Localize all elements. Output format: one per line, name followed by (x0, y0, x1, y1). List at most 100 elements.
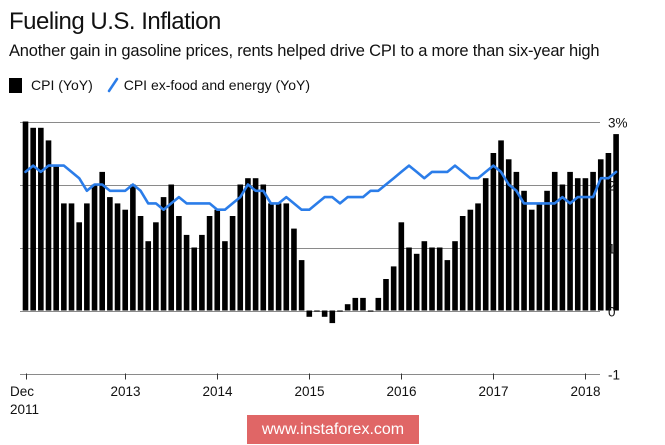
cpi-bar (574, 178, 581, 311)
cpi-bar (214, 209, 221, 311)
cpi-bar (237, 184, 244, 311)
cpi-bar (421, 241, 428, 311)
y-tick-label: 3% (608, 116, 628, 131)
cpi-bar (114, 203, 121, 311)
cpi-bar (84, 203, 90, 311)
cpi-bar (168, 184, 175, 311)
legend-label-cpi: CPI (YoY) (31, 77, 93, 93)
cpi-bar (452, 241, 458, 311)
cpi-bar (22, 121, 29, 311)
cpi-bar (360, 297, 366, 311)
cpi-bar (329, 310, 336, 324)
x-tick-label: 2017 (478, 384, 508, 399)
x-tick-label: Dec (10, 384, 34, 399)
y-tick-label: 1 (608, 242, 616, 257)
cpi-bar (91, 184, 98, 311)
cpi-bar (176, 216, 182, 311)
cpi-bar (314, 310, 320, 312)
y-tick-label: 2 (608, 179, 616, 194)
cpi-bar (99, 171, 105, 311)
cpi-bar (505, 159, 512, 311)
x-tick-label: 2016 (386, 384, 416, 399)
legend-line-swatch-icon (107, 77, 118, 93)
cpi-bar (582, 178, 589, 311)
x-tick-label: 2014 (202, 384, 233, 399)
cpi-bar (513, 171, 520, 311)
cpi-bar (544, 190, 550, 311)
cpi-bar (352, 297, 359, 311)
cpi-bar (252, 178, 259, 311)
core-cpi-line (24, 164, 618, 211)
cpi-bar (551, 171, 558, 311)
cpi-bar (383, 279, 389, 311)
cpi-bar (429, 247, 435, 311)
chart-title: Fueling U.S. Inflation (9, 8, 221, 35)
cpi-bar (30, 127, 36, 311)
legend: CPI (YoY) CPI ex-food and energy (YoY) (9, 77, 324, 93)
cpi-bar (76, 222, 82, 311)
cpi-bar (536, 203, 543, 311)
cpi-bar (107, 197, 113, 311)
cpi-bar (145, 241, 152, 311)
cpi-bar (122, 209, 129, 311)
cpi-bar (613, 134, 619, 311)
cpi-bar (321, 310, 328, 317)
cpi-bar (459, 216, 466, 311)
cpi-bar (559, 184, 566, 311)
cpi-bar (597, 159, 604, 311)
cpi-bar (160, 197, 167, 311)
cpi-bar (291, 228, 297, 311)
cpi-bar (590, 171, 596, 311)
cpi-bar (375, 297, 382, 311)
cpi-bar (68, 203, 75, 311)
cpi-bar (199, 234, 205, 311)
cpi-bar (61, 203, 67, 311)
cpi-bar (306, 310, 313, 317)
cpi-bar (183, 234, 190, 311)
cpi-bar (245, 178, 251, 311)
cpi-bar (444, 260, 451, 311)
cpi-bar (229, 216, 236, 311)
cpi-bar (467, 209, 474, 311)
cpi-bar (521, 190, 527, 311)
y-tick-label: 0 (608, 305, 616, 320)
cpi-bar (268, 203, 274, 311)
cpi-bar (283, 203, 290, 311)
cpi-bar (390, 266, 397, 311)
cpi-bar (222, 241, 228, 311)
cpi-bar (130, 184, 136, 311)
y-tick-label: -1 (608, 368, 620, 383)
cpi-bar (137, 216, 144, 311)
cpi-bar (528, 209, 535, 311)
cpi-bar (153, 222, 159, 311)
cpi-bar (260, 184, 267, 311)
cpi-bar (475, 203, 481, 311)
cpi-bar (567, 171, 573, 311)
cpi-bar (344, 304, 351, 311)
cpi-bar (482, 178, 489, 311)
legend-label-core-cpi: CPI ex-food and energy (YoY) (123, 77, 310, 93)
x-tick-label: 2015 (294, 384, 324, 399)
cpi-bar (191, 247, 198, 311)
cpi-bar (206, 216, 213, 311)
legend-bar-swatch-icon (9, 77, 22, 93)
cpi-bar (398, 222, 405, 311)
cpi-bar (298, 260, 305, 311)
cpi-bar (275, 203, 282, 311)
cpi-bar (406, 247, 412, 311)
cpi-bar (337, 310, 343, 312)
cpi-bar (367, 310, 374, 312)
chart-subtitle: Another gain in gasoline prices, rents h… (9, 42, 600, 60)
cpi-bar (413, 253, 420, 311)
cpi-bar (53, 165, 59, 311)
x-tick-label: 2018 (570, 384, 600, 399)
cpi-bar (436, 247, 443, 311)
cpi-bar (498, 140, 504, 311)
x-tick-label: 2011 (10, 402, 39, 417)
cpi-bar (38, 127, 44, 311)
x-tick-label: 2013 (110, 384, 140, 399)
watermark: www.instaforex.com (247, 415, 419, 444)
cpi-bar (490, 153, 497, 311)
cpi-bar (45, 140, 52, 311)
